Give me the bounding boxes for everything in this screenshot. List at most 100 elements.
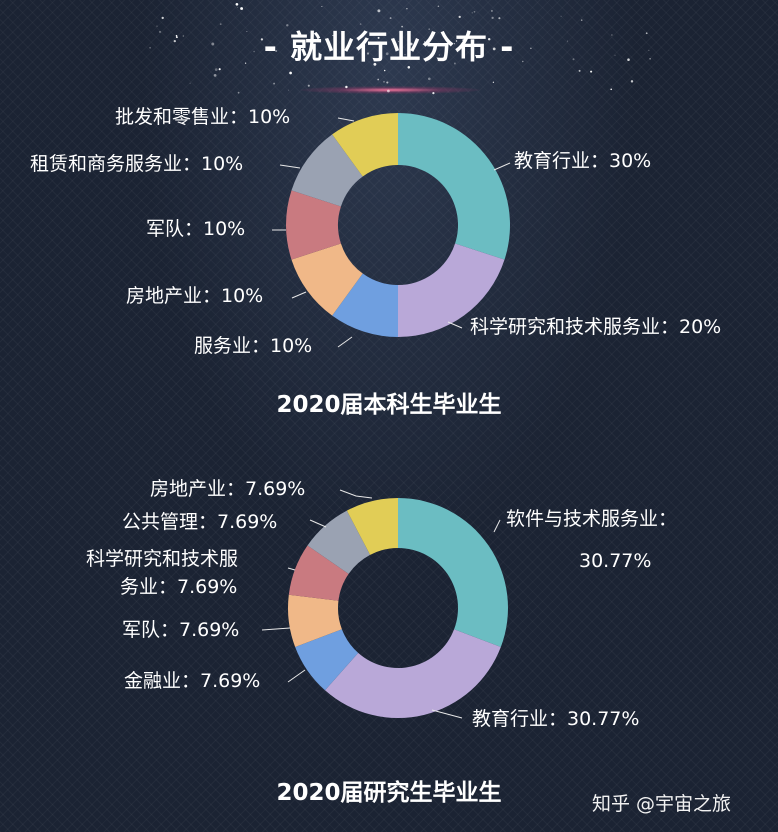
slice-label-finance: 金融业：7.69% — [124, 670, 261, 692]
graduate-subtitle: 2020届研究生毕业生 — [276, 780, 502, 806]
star — [432, 92, 435, 95]
donut-slice — [291, 134, 363, 207]
star — [289, 71, 292, 75]
slice-label-research-grad-1: 科学研究和技术服 — [86, 548, 239, 570]
star — [385, 52, 389, 56]
donut-slice — [295, 629, 359, 691]
slice-label-education: 教育行业：30% — [514, 150, 652, 172]
leader-line — [431, 709, 463, 719]
slice-label-service: 服务业：10% — [194, 335, 313, 357]
star — [383, 80, 385, 83]
slice-label-military: 军队：10% — [146, 218, 246, 240]
leader-line — [279, 164, 301, 169]
star — [610, 88, 613, 91]
star — [377, 78, 380, 81]
star — [182, 35, 184, 37]
star — [424, 41, 426, 43]
star — [398, 40, 400, 42]
star — [487, 37, 491, 41]
star — [572, 58, 575, 61]
star — [477, 36, 479, 39]
star — [292, 34, 295, 37]
star — [156, 25, 158, 27]
star — [458, 15, 461, 19]
star — [237, 6, 239, 8]
star — [578, 69, 581, 72]
leader-line — [261, 627, 291, 631]
star — [218, 68, 221, 71]
slice-label-leasing: 租赁和商务服务业：10% — [30, 153, 244, 175]
star — [490, 9, 493, 12]
title-glow — [300, 86, 480, 94]
star — [386, 81, 389, 84]
star — [235, 2, 239, 6]
star — [286, 24, 289, 27]
star — [648, 49, 650, 51]
star — [175, 36, 178, 39]
star — [498, 17, 501, 20]
slice-label-realestate: 房地产业：10% — [126, 285, 264, 307]
star — [404, 53, 406, 56]
donut-slice — [291, 243, 363, 316]
donut-slice — [288, 545, 349, 601]
star — [387, 89, 390, 93]
leader-line — [337, 336, 353, 348]
star — [438, 54, 440, 56]
star — [530, 47, 532, 49]
star — [401, 25, 403, 28]
star — [377, 9, 381, 13]
slice-label-software-2: 30.77% — [579, 550, 652, 572]
star — [491, 16, 494, 20]
star — [409, 42, 413, 46]
star — [253, 50, 255, 53]
star — [380, 49, 381, 51]
star — [240, 7, 244, 10]
star — [627, 58, 630, 61]
star — [455, 40, 458, 42]
leader-line — [291, 291, 307, 299]
leader-line — [339, 489, 373, 499]
star — [237, 91, 240, 94]
donut-slice — [398, 243, 505, 337]
star — [244, 62, 247, 64]
star — [345, 85, 348, 89]
star — [580, 19, 583, 21]
star — [293, 56, 295, 58]
star — [288, 89, 290, 91]
donut-slice — [398, 113, 510, 260]
star — [383, 69, 386, 72]
star — [359, 23, 362, 25]
star — [161, 16, 164, 20]
star — [614, 54, 616, 56]
star — [275, 49, 278, 53]
slice-label-publicadmin: 公共管理：7.69% — [122, 511, 278, 533]
leader-line — [493, 162, 511, 171]
star — [219, 23, 222, 25]
star — [611, 34, 613, 36]
star — [427, 77, 431, 81]
star — [522, 60, 524, 63]
donut-slice — [285, 190, 341, 260]
donut-slice — [398, 498, 508, 648]
star — [453, 62, 456, 65]
star — [389, 17, 392, 20]
star — [273, 82, 276, 85]
leader-line — [287, 669, 306, 683]
star — [246, 30, 248, 32]
star — [377, 36, 380, 39]
slice-label-software-1: 软件与技术服务业： — [506, 508, 678, 530]
star — [149, 46, 152, 49]
star — [260, 38, 264, 41]
star — [462, 38, 465, 42]
star — [560, 15, 562, 17]
star — [211, 42, 215, 46]
donut-slice — [307, 510, 371, 574]
star — [428, 28, 430, 30]
slice-label-research-grad-2: 务业：7.69% — [120, 576, 238, 598]
star — [492, 47, 496, 51]
page-title: - 就业行业分布 - — [263, 28, 515, 66]
star — [437, 5, 440, 7]
star — [630, 80, 634, 83]
